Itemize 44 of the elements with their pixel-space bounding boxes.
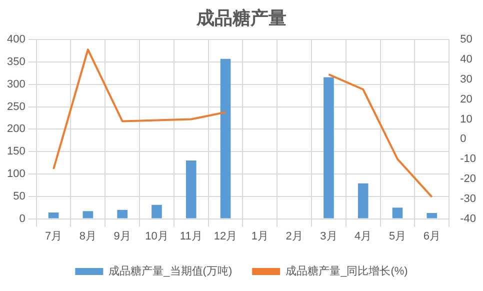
bar (117, 210, 128, 218)
x-tick-label: 11月 (180, 230, 202, 242)
y-tick-label: 300 (6, 78, 26, 90)
y-tick-label: 0 (19, 212, 26, 225)
y2-tick-label: 20 (460, 93, 472, 106)
bar (324, 77, 334, 218)
y2-tick-label: -20 (460, 173, 476, 186)
legend-label: 成品糖产量_当期值(万吨) (108, 264, 232, 278)
bar (48, 212, 59, 218)
y2-tick-label: 0 (460, 133, 466, 146)
x-tick-label: 10月 (145, 230, 168, 242)
y-tick-label: 50 (13, 190, 26, 202)
x-tick-label: 6月 (423, 230, 440, 242)
chart-title: 成品糖产量 (196, 8, 286, 28)
y-tick-label: 200 (6, 123, 26, 136)
y-tick-label: 400 (6, 34, 26, 46)
bar (426, 212, 438, 218)
y2-tick-label: 50 (460, 34, 472, 46)
y-tick-label: 350 (6, 56, 26, 68)
bar (392, 208, 403, 218)
x-tick-label: 4月 (354, 230, 372, 242)
x-tick-label: 3月 (320, 230, 338, 242)
legend-label: 成品糖产量_同比增长(%) (286, 264, 408, 278)
x-tick-label: 2月 (286, 230, 303, 242)
y2-tick-label: 40 (460, 54, 472, 66)
x-tick-label: 1月 (251, 230, 268, 242)
x-tick-label: 7月 (44, 230, 62, 242)
y2-tick-label: -40 (460, 212, 476, 225)
bar (220, 58, 231, 218)
bar (152, 204, 162, 218)
y2-tick-label: -30 (460, 192, 476, 205)
x-tick-label: 5月 (388, 230, 406, 242)
x-tick-label: 8月 (79, 230, 97, 242)
y2-tick-label: 10 (460, 113, 472, 126)
y-tick-label: 250 (6, 100, 26, 113)
y2-tick-label: 30 (460, 73, 472, 86)
y2-tick-label: -10 (460, 153, 476, 166)
bar (82, 211, 94, 218)
y-tick-label: 100 (6, 168, 26, 180)
bar (358, 183, 368, 218)
y-tick-label: 150 (6, 146, 26, 158)
bar (186, 160, 196, 218)
x-tick-label: 9月 (114, 230, 131, 242)
x-tick-label: 12月 (214, 230, 238, 242)
